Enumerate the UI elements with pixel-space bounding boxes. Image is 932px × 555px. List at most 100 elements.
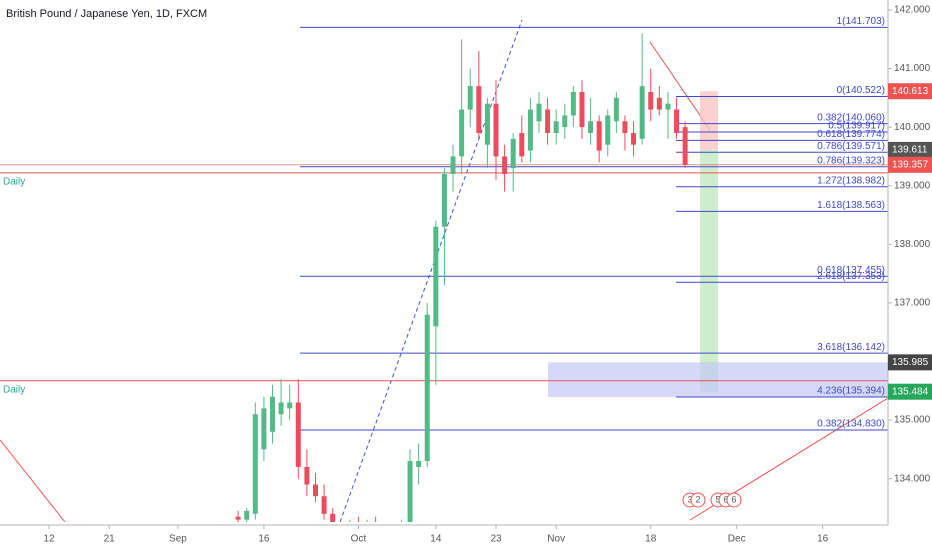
candle-body xyxy=(450,156,456,174)
x-tick-label: Nov xyxy=(547,534,565,545)
candle-body xyxy=(536,103,542,122)
y-tick-label: 142.000 xyxy=(894,5,931,16)
candle-body xyxy=(295,402,301,467)
candle-body xyxy=(287,402,293,409)
target-zone xyxy=(700,149,718,392)
fib-label: 0.786(139.323) xyxy=(817,155,885,166)
candle-body xyxy=(476,86,482,133)
event-label: 5 xyxy=(715,494,720,504)
candle-body xyxy=(252,414,258,514)
candle-body xyxy=(527,109,533,151)
price-tag xyxy=(888,383,932,400)
price-tag-label: 139.357 xyxy=(892,159,929,170)
horizontal-line-label: Daily xyxy=(3,176,25,187)
candle-body xyxy=(493,103,499,157)
candle-body xyxy=(622,121,628,133)
y-tick-label: 141.000 xyxy=(894,63,931,74)
plot-area xyxy=(0,19,888,522)
candle-body xyxy=(261,408,267,450)
horizontal-line-label: Daily xyxy=(3,384,25,395)
x-tick-label: 12 xyxy=(43,534,55,545)
fib-label: 0.618(137.455) xyxy=(817,265,885,276)
trend-line xyxy=(339,19,523,522)
candle-body xyxy=(235,516,241,520)
y-tick-label: 140.000 xyxy=(894,122,931,133)
candle-body xyxy=(467,86,473,110)
candle-body xyxy=(579,91,585,128)
candle-body xyxy=(510,138,516,169)
event-label: 6 xyxy=(723,494,728,504)
candle-body xyxy=(545,109,551,133)
price-tag xyxy=(888,156,932,173)
x-tick-label: Sep xyxy=(169,534,187,545)
candle-body xyxy=(502,156,508,174)
x-tick-label: 14 xyxy=(430,534,442,545)
candle-body xyxy=(588,121,594,133)
fib-label: 1.272(138.982) xyxy=(817,175,885,186)
fib-label: 0(140.522) xyxy=(837,85,885,96)
candle-body xyxy=(613,97,619,122)
x-tick-label: 18 xyxy=(645,534,657,545)
y-tick-label: 137.000 xyxy=(894,298,931,309)
price-tag xyxy=(888,354,932,371)
chart-title: British Pound / Japanese Yen, 1D, FXCM xyxy=(6,8,207,20)
stop-zone xyxy=(700,91,718,150)
fib-label: 0.5(139.917) xyxy=(828,121,885,132)
y-tick-label: 139.000 xyxy=(894,180,931,191)
candle-body xyxy=(244,510,250,520)
candle-body xyxy=(656,97,662,110)
price-tag-label: 135.484 xyxy=(892,386,929,397)
fib-label: 0.786(139.571) xyxy=(817,141,885,152)
fib-label: 2.618(137.353) xyxy=(817,271,885,282)
x-tick-label: Dec xyxy=(728,534,746,545)
candle-body xyxy=(484,103,490,145)
fib-label: 4.236(135.394) xyxy=(817,386,885,397)
x-tick-label: 16 xyxy=(817,534,829,545)
x-tick-label: 23 xyxy=(490,534,502,545)
candle-body xyxy=(639,86,645,139)
x-tick-label: 21 xyxy=(104,534,116,545)
candle-body xyxy=(648,91,654,110)
price-tag xyxy=(888,141,932,158)
candle-body xyxy=(270,396,276,432)
fib-label: 1(141.703) xyxy=(837,16,885,27)
candle-body xyxy=(330,513,336,522)
candle-body xyxy=(304,466,310,485)
candle-body xyxy=(562,115,568,128)
candle-body xyxy=(321,496,327,514)
candle-body xyxy=(553,121,559,133)
candle-body xyxy=(278,402,284,415)
x-tick-label: Oct xyxy=(351,534,367,545)
event-label: 6 xyxy=(731,494,736,504)
candle-body xyxy=(631,132,637,145)
candle-body xyxy=(674,109,680,133)
y-tick-label: 138.000 xyxy=(894,239,931,250)
candle-body xyxy=(407,461,413,522)
candle-body xyxy=(433,226,439,327)
fib-label: 3.618(136.142) xyxy=(817,342,885,353)
candle-body xyxy=(519,132,525,157)
support-zone xyxy=(548,362,888,397)
price-tag xyxy=(888,83,932,100)
fib-label: 1.618(138.563) xyxy=(817,200,885,211)
candle-body xyxy=(441,174,447,227)
candle-body xyxy=(665,103,671,110)
candle-body xyxy=(312,484,318,497)
x-tick-label: 16 xyxy=(258,534,270,545)
price-tag-label: 135.985 xyxy=(892,357,929,368)
fib-label: 0.382(140.060) xyxy=(817,112,885,123)
candle-body xyxy=(596,121,602,151)
candle-body xyxy=(570,91,576,116)
event-marker xyxy=(726,492,742,508)
price-tag-label: 140.613 xyxy=(892,86,929,97)
candle-body xyxy=(424,314,430,462)
y-tick-label: 135.000 xyxy=(894,415,931,426)
event-label: 2 xyxy=(695,494,700,504)
event-label: 3 xyxy=(687,494,692,504)
candle-body xyxy=(605,115,611,145)
candle-body xyxy=(416,461,422,467)
event-marker xyxy=(690,492,706,508)
candle-body xyxy=(459,109,465,157)
